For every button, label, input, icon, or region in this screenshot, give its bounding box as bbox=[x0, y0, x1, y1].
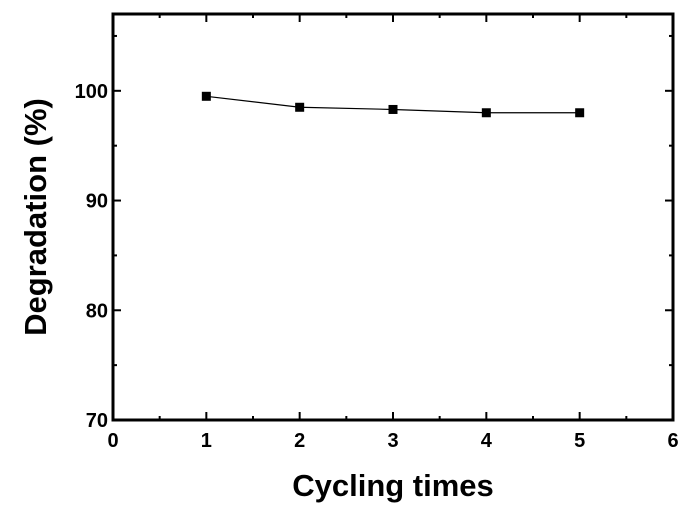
data-point bbox=[201, 91, 211, 101]
y-tick-label: 90 bbox=[86, 191, 108, 213]
x-axis-title: Cycling times bbox=[292, 468, 494, 503]
y-axis-title: Degradation (%) bbox=[18, 98, 53, 336]
x-tick-label: 0 bbox=[107, 430, 118, 452]
data-point bbox=[481, 108, 491, 118]
series-layer bbox=[201, 91, 585, 118]
x-tick-label: 5 bbox=[574, 430, 585, 452]
ticks bbox=[112, 14, 674, 421]
y-tick-label: 100 bbox=[75, 81, 108, 103]
x-tick-label: 3 bbox=[387, 430, 398, 452]
data-point bbox=[295, 102, 305, 112]
plot-frame bbox=[111, 12, 675, 422]
x-tick-label: 6 bbox=[667, 430, 678, 452]
y-tick-label: 80 bbox=[86, 300, 108, 322]
x-tick-label: 4 bbox=[481, 430, 493, 452]
y-tick-label: 70 bbox=[86, 410, 108, 432]
x-tick-label: 1 bbox=[201, 430, 212, 452]
tick-labels: 0 1 2 3 4 5 6 70 80 90 100 bbox=[75, 81, 679, 452]
data-point bbox=[575, 108, 585, 118]
x-tick-label: 2 bbox=[294, 430, 305, 452]
data-point bbox=[388, 104, 398, 114]
